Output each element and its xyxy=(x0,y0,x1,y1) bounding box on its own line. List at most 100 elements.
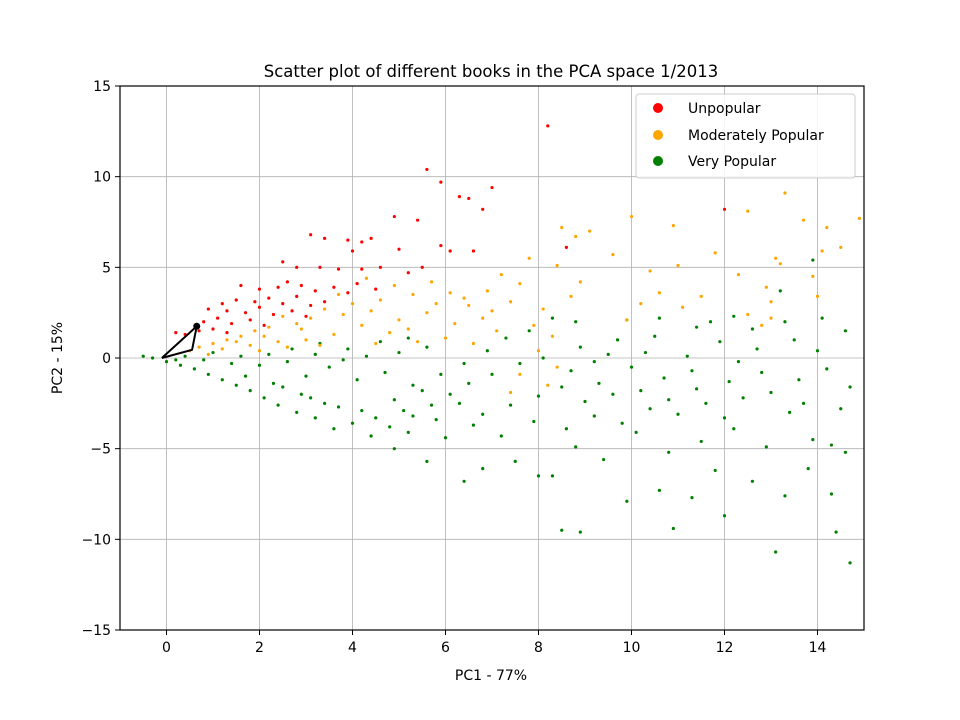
point-very-popular xyxy=(230,361,234,366)
point-moderately-popular xyxy=(378,298,382,302)
point-very-popular xyxy=(336,405,341,409)
point-very-popular xyxy=(671,526,675,531)
point-very-popular xyxy=(369,434,373,438)
point-moderately-popular xyxy=(569,294,573,298)
point-moderately-popular xyxy=(416,340,420,344)
point-unpopular xyxy=(197,329,201,333)
point-moderately-popular xyxy=(769,300,773,304)
point-very-popular xyxy=(313,416,317,420)
point-unpopular xyxy=(220,302,224,306)
point-very-popular xyxy=(290,347,294,351)
x-tick-label: 2 xyxy=(255,640,264,656)
point-moderately-popular xyxy=(429,280,434,284)
point-moderately-popular xyxy=(820,249,824,253)
point-very-popular xyxy=(267,352,271,356)
x-tick-label: 0 xyxy=(162,640,171,656)
point-moderately-popular xyxy=(318,343,322,347)
point-moderately-popular xyxy=(206,352,210,356)
point-very-popular xyxy=(536,394,541,398)
point-unpopular xyxy=(271,312,276,317)
point-unpopular xyxy=(267,296,271,300)
point-very-popular xyxy=(760,370,764,375)
point-unpopular xyxy=(323,236,327,240)
point-very-popular xyxy=(425,459,429,463)
point-very-popular xyxy=(429,403,434,407)
point-moderately-popular xyxy=(285,345,289,349)
point-very-popular xyxy=(457,401,462,405)
point-very-popular xyxy=(690,369,694,373)
point-very-popular xyxy=(722,514,727,518)
point-very-popular xyxy=(750,479,755,483)
point-moderately-popular xyxy=(364,276,369,280)
point-very-popular xyxy=(504,336,508,340)
point-unpopular xyxy=(174,331,178,335)
point-unpopular xyxy=(243,311,248,315)
point-moderately-popular xyxy=(481,316,485,320)
point-very-popular xyxy=(527,329,531,333)
point-unpopular xyxy=(248,318,252,322)
point-very-popular xyxy=(625,499,629,503)
point-unpopular xyxy=(425,167,429,172)
point-very-popular xyxy=(829,492,834,496)
point-unpopular xyxy=(360,240,364,244)
point-very-popular xyxy=(392,398,396,402)
point-very-popular xyxy=(774,550,778,554)
point-very-popular xyxy=(764,445,768,449)
point-very-popular xyxy=(583,399,587,404)
point-very-popular xyxy=(620,421,624,425)
point-very-popular xyxy=(843,329,848,333)
point-very-popular xyxy=(801,401,806,405)
point-very-popular xyxy=(374,416,378,420)
point-unpopular xyxy=(309,303,313,308)
point-moderately-popular xyxy=(397,318,401,322)
point-unpopular xyxy=(439,243,443,248)
point-unpopular xyxy=(439,180,443,184)
point-unpopular xyxy=(374,287,378,291)
point-very-popular xyxy=(243,374,248,378)
point-unpopular xyxy=(360,267,364,271)
point-unpopular xyxy=(239,283,243,288)
point-unpopular xyxy=(336,267,341,271)
point-moderately-popular xyxy=(811,274,815,278)
point-very-popular xyxy=(183,354,187,358)
point-moderately-popular xyxy=(388,331,392,335)
point-moderately-popular xyxy=(304,338,308,342)
point-moderately-popular xyxy=(778,262,782,266)
point-very-popular xyxy=(722,416,727,420)
point-unpopular xyxy=(546,124,550,128)
point-moderately-popular xyxy=(527,256,531,260)
point-very-popular xyxy=(271,381,276,385)
point-moderately-popular xyxy=(211,341,215,346)
point-very-popular xyxy=(750,327,755,331)
point-very-popular xyxy=(615,338,620,342)
point-moderately-popular xyxy=(323,307,327,311)
y-axis-title: PC2 - 15% xyxy=(50,322,66,394)
point-unpopular xyxy=(290,309,294,313)
point-very-popular xyxy=(206,372,210,376)
point-very-popular xyxy=(285,360,289,364)
point-very-popular xyxy=(299,392,303,396)
point-very-popular xyxy=(657,488,662,492)
point-unpopular xyxy=(318,265,322,269)
point-very-popular xyxy=(411,414,415,418)
y-tick-label: −5 xyxy=(90,442,111,458)
point-very-popular xyxy=(592,414,596,418)
point-very-popular xyxy=(685,354,689,358)
point-very-popular xyxy=(574,320,578,324)
point-moderately-popular xyxy=(546,383,550,387)
point-very-popular xyxy=(364,354,369,358)
point-very-popular xyxy=(797,378,801,382)
point-moderately-popular xyxy=(578,280,582,284)
point-very-popular xyxy=(769,390,773,395)
point-moderately-popular xyxy=(629,214,634,219)
point-very-popular xyxy=(248,389,252,393)
point-very-popular xyxy=(178,363,183,367)
point-very-popular xyxy=(704,401,708,405)
y-tick-label: −10 xyxy=(81,532,111,548)
point-very-popular xyxy=(806,467,810,471)
point-very-popular xyxy=(676,412,680,416)
point-unpopular xyxy=(313,289,317,293)
point-very-popular xyxy=(481,467,485,471)
point-moderately-popular xyxy=(225,338,229,342)
point-very-popular xyxy=(397,350,401,355)
